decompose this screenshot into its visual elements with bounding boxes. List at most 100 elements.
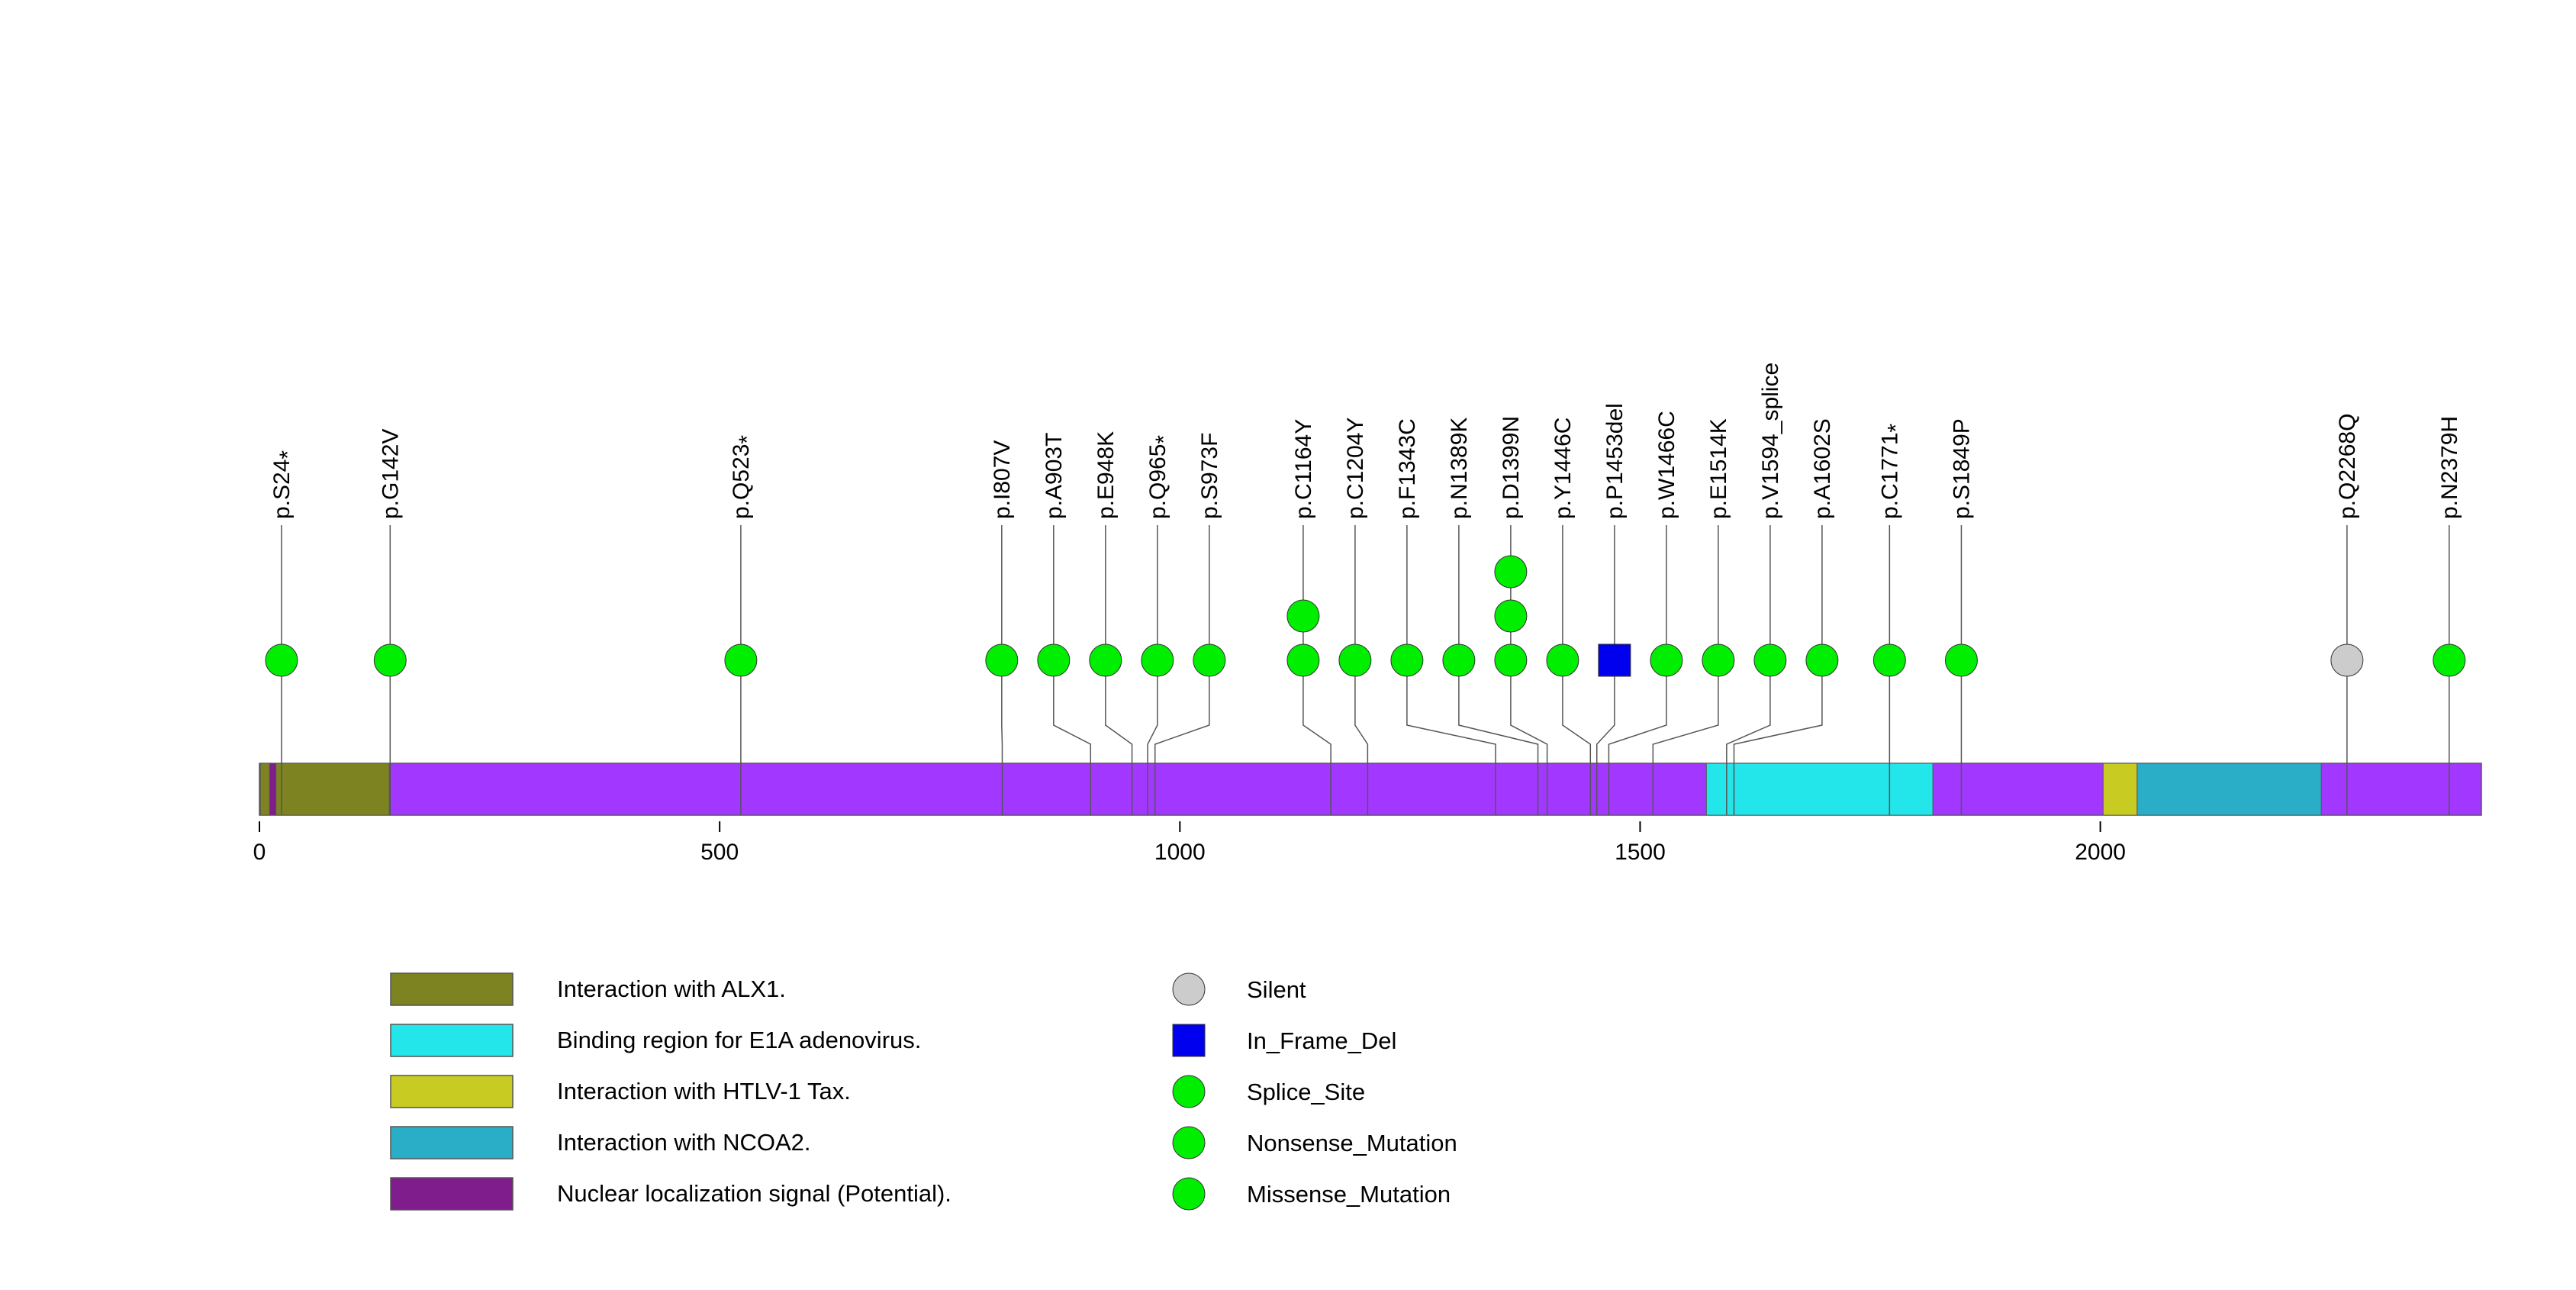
- connector-p-s973f: [1154, 660, 1210, 763]
- marker-p-w1466c-1: [1650, 643, 1683, 677]
- mutation-label-p-v1594-splice: p.V1594_splice: [1758, 363, 1783, 519]
- x-tick-label-0: 0: [253, 840, 266, 865]
- nonsense-star: *: [275, 450, 301, 460]
- connector-p-c1164y: [1302, 660, 1331, 763]
- marker-p-c1204y-1: [1338, 643, 1372, 677]
- lollipop-markers: [265, 555, 2466, 677]
- mutation-label-p-e948k: p.E948K: [1093, 431, 1119, 519]
- mutation-label-p-c1164y: p.C1164Y: [1291, 419, 1316, 519]
- x-tick-label-2000: 2000: [2075, 840, 2126, 865]
- nonsense-star: *: [1151, 435, 1177, 444]
- connector-p-e948k: [1105, 660, 1133, 763]
- legend-label-nonsense-mutation: Nonsense_Mutation: [1247, 1130, 1457, 1156]
- mutation-label-p-g142v: p.G142V: [378, 429, 403, 519]
- protein-track: [259, 763, 2482, 816]
- marker-p-s973f-1: [1193, 643, 1226, 677]
- marker-p-a903t-1: [1037, 643, 1071, 677]
- domain-nuclear-localization-signal-potential: [269, 763, 277, 816]
- mutation-label-p-a1602s: p.A1602S: [1810, 418, 1835, 519]
- marker-p-e1514k-1: [1702, 643, 1735, 677]
- mutation-label-p-i807v: p.I807V: [990, 440, 1015, 519]
- connector-p-a903t: [1053, 660, 1092, 763]
- legend-swatch-binding-region-for-e1a-adenovirus: [390, 1024, 514, 1057]
- legend-label-interaction-with-alx1: Interaction with ALX1.: [557, 976, 786, 1002]
- marker-p-g142v-1: [373, 643, 407, 677]
- legend-label-interaction-with-ncoa2: Interaction with NCOA2.: [557, 1129, 811, 1156]
- mutation-label-p-d1399n: p.D1399N: [1499, 416, 1524, 519]
- mutation-label-p-a903t: p.A903T: [1042, 433, 1067, 519]
- mutation-label-p-f1343c: p.F1343C: [1395, 418, 1420, 519]
- mutation-label-p-s973f: p.S973F: [1197, 433, 1222, 519]
- mutation-label-p-n1389k: p.N1389K: [1447, 418, 1472, 519]
- mutation-label-p-e1514k: p.E1514K: [1706, 418, 1731, 519]
- connector-p-d1399n: [1510, 660, 1548, 763]
- domain-interaction-with-alx1: [259, 763, 390, 816]
- legend-swatch-nuclear-localization-signal-potential: [390, 1177, 514, 1211]
- lollipop-stems: [281, 525, 2450, 815]
- legend-label-missense-mutation: Missense_Mutation: [1247, 1181, 1451, 1208]
- mutation-label-p-w1466c: p.W1466C: [1654, 411, 1679, 519]
- legend-label-nuclear-localization-signal-potential: Nuclear localization signal (Potential).: [557, 1180, 952, 1207]
- nonsense-star: *: [1883, 424, 1908, 433]
- marker-p-y1446c-1: [1546, 643, 1579, 677]
- legend-marker-silent: [1172, 972, 1206, 1006]
- marker-p-n2379h-1: [2433, 643, 2466, 677]
- connector-p-p1453del: [1596, 660, 1615, 763]
- connector-p-e1514k: [1652, 660, 1719, 763]
- connector-p-w1466c: [1608, 660, 1667, 763]
- connector-p-n1389k: [1458, 660, 1539, 763]
- marker-p-s24-1: [265, 643, 298, 677]
- x-tick-label-500: 500: [700, 840, 739, 865]
- marker-p-c1771-1: [1872, 643, 1906, 677]
- legend-label-silent: Silent: [1247, 976, 1306, 1003]
- domain-interaction-with-htlv-1-tax: [2102, 763, 2138, 816]
- legend-label-interaction-with-htlv-1-tax: Interaction with HTLV-1 Tax.: [557, 1078, 851, 1105]
- marker-p-i807v-1: [985, 643, 1019, 677]
- mutation-label-p-p1453del: p.P1453del: [1602, 403, 1628, 519]
- legend-swatch-interaction-with-ncoa2: [390, 1126, 514, 1159]
- legend-marker-nonsense-mutation: [1172, 1126, 1206, 1159]
- marker-p-q523-1: [724, 643, 758, 677]
- connector-p-i807v: [1001, 660, 1003, 763]
- nonsense-star: *: [735, 435, 760, 444]
- mutation-label-p-q2268q: p.Q2268Q: [2335, 414, 2360, 519]
- legend-swatch-interaction-with-htlv-1-tax: [390, 1075, 514, 1108]
- mutation-label-p-n2379h: p.N2379H: [2437, 416, 2462, 519]
- marker-p-f1343c-1: [1390, 643, 1424, 677]
- legend-label-in-frame-del: In_Frame_Del: [1247, 1027, 1396, 1054]
- marker-p-d1399n-3: [1494, 555, 1528, 589]
- mutation-label-p-y1446c: p.Y1446C: [1550, 418, 1576, 519]
- marker-p-n1389k-1: [1442, 643, 1476, 677]
- legend-label-splice-site: Splice_Site: [1247, 1079, 1365, 1105]
- x-tick-label-1000: 1000: [1154, 840, 1206, 865]
- marker-p-p1453del-1: [1598, 643, 1631, 677]
- connector-lines: [281, 660, 2450, 763]
- marker-p-q2268q-1: [2330, 643, 2364, 677]
- legend-marker-splice-site: [1172, 1075, 1206, 1108]
- legend-marker-missense-mutation: [1172, 1177, 1206, 1211]
- marker-p-s1849p-1: [1944, 643, 1978, 677]
- legend-marker-in-frame-del: [1172, 1024, 1206, 1057]
- connector-p-y1446c: [1562, 660, 1592, 763]
- connector-p-v1594-splice: [1726, 660, 1771, 763]
- mutation-labels: p.S24* p.G142V p.Q523*p.I807V p.A903T p.E948…: [269, 363, 2462, 519]
- marker-p-e948k-1: [1089, 643, 1122, 677]
- marker-p-c1164y-1: [1286, 643, 1320, 677]
- x-tick-label-1500: 1500: [1615, 840, 1666, 865]
- connector-p-c1204y: [1354, 660, 1369, 763]
- legend-swatch-interaction-with-alx1: [390, 972, 514, 1006]
- marker-p-q965-1: [1141, 643, 1174, 677]
- marker-p-c1164y-2: [1286, 599, 1320, 633]
- legend-label-binding-region-for-e1a-adenovirus: Binding region for E1A adenovirus.: [557, 1027, 921, 1053]
- marker-p-a1602s-1: [1805, 643, 1839, 677]
- legend-domains: Interaction with ALX1. Binding region for…: [390, 972, 952, 1211]
- marker-p-v1594-splice-1: [1753, 643, 1787, 677]
- connector-p-f1343c: [1406, 660, 1496, 763]
- domain-interaction-with-ncoa2: [2136, 763, 2322, 816]
- legend-mutation-types: Silent In_Frame_Del Splice_Site Nonsense_Mu…: [1172, 972, 1457, 1211]
- marker-p-d1399n-2: [1494, 599, 1528, 633]
- domain-binding-region-for-e1a-adenovirus: [1705, 763, 1934, 816]
- connector-p-a1602s: [1733, 660, 1823, 763]
- mutation-label-p-c1204y: p.C1204Y: [1343, 418, 1368, 519]
